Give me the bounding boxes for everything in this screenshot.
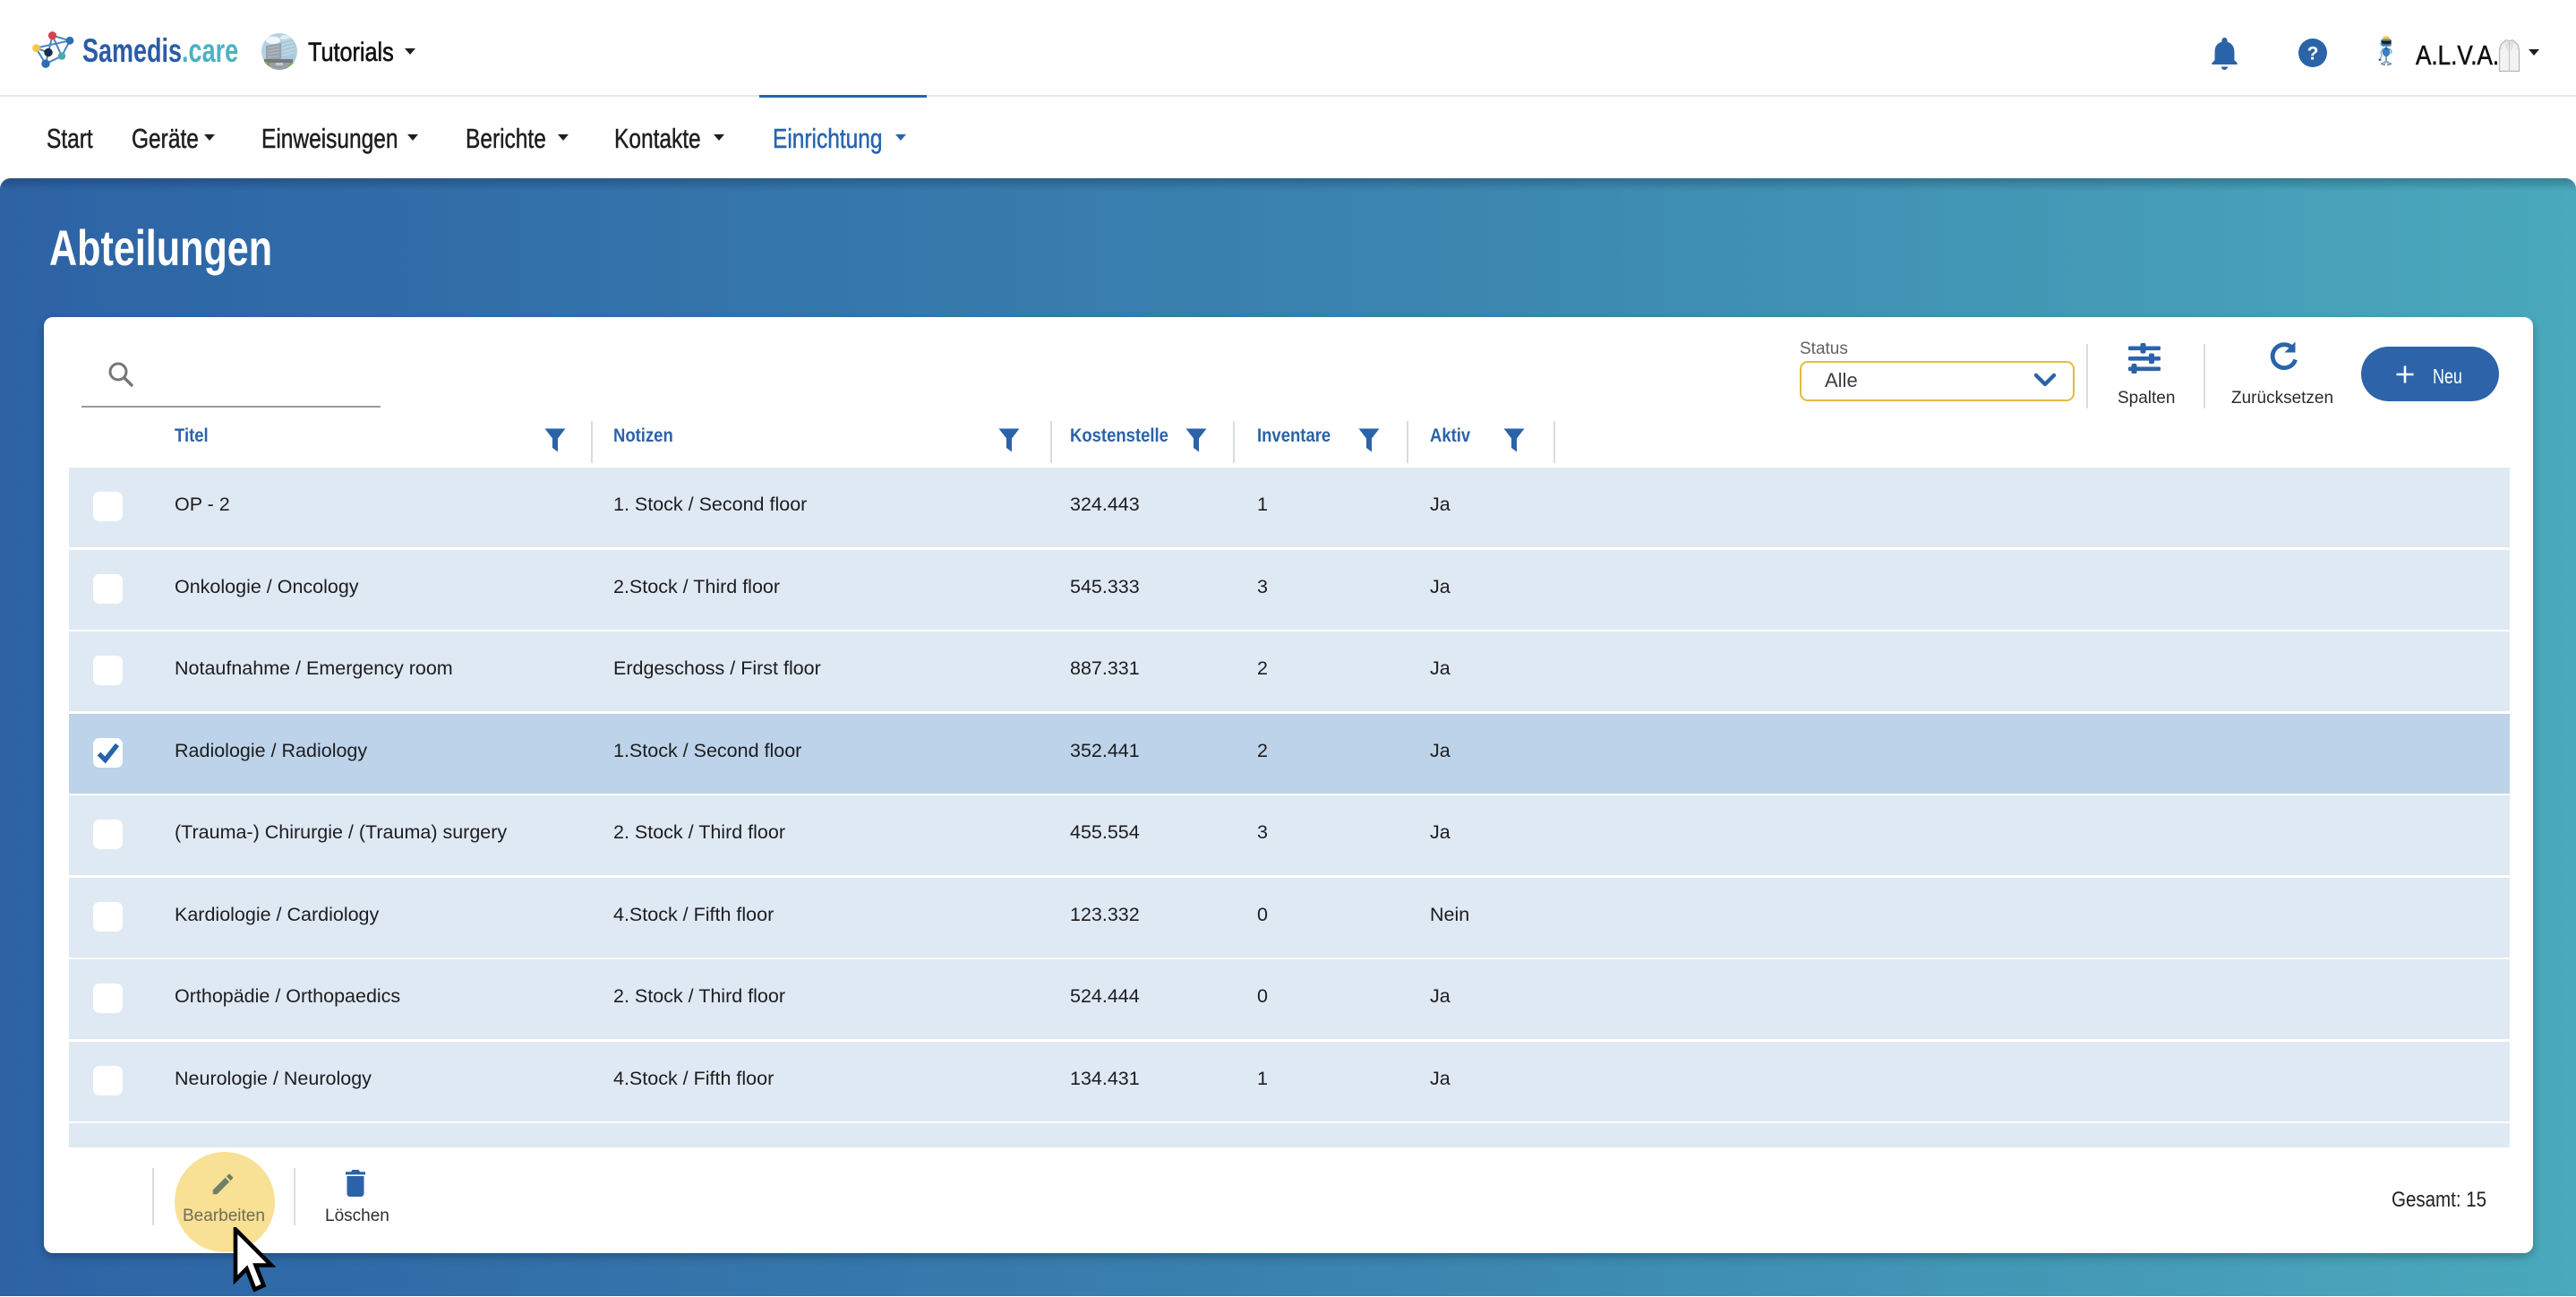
svg-text:?: ? xyxy=(2307,44,2319,64)
